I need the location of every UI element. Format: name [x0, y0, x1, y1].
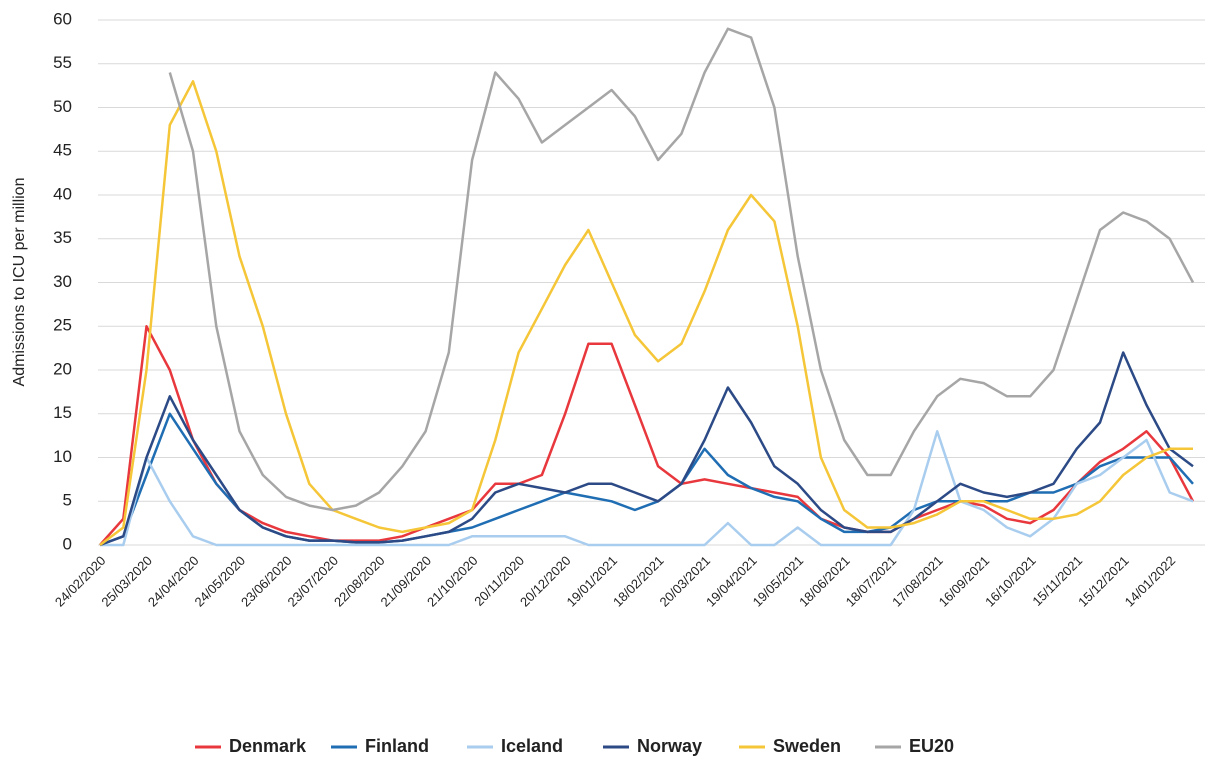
x-tick-label: 16/10/2021: [982, 553, 1039, 610]
y-tick-label: 15: [53, 403, 72, 422]
x-tick-label: 14/01/2022: [1122, 553, 1179, 610]
y-tick-label: 30: [53, 272, 72, 291]
y-tick-label: 20: [53, 359, 72, 378]
legend-label: Denmark: [229, 736, 307, 756]
series-line: [99, 351, 1194, 547]
series-line: [99, 80, 1193, 546]
y-tick-label: 5: [63, 491, 72, 510]
legend-label: Norway: [637, 736, 702, 756]
y-tick-label: 35: [53, 228, 72, 247]
legend-label: Sweden: [773, 736, 841, 756]
y-tick-label: 0: [63, 534, 72, 553]
legend-label: EU20: [909, 736, 954, 756]
y-tick-label: 40: [53, 184, 72, 203]
y-tick-label: 10: [53, 447, 72, 466]
y-tick-label: 25: [53, 316, 72, 335]
y-axis-label: Admissions to ICU per million: [11, 178, 28, 387]
legend-label: Finland: [365, 736, 429, 756]
series-line: [100, 430, 1194, 547]
y-tick-label: 45: [53, 141, 72, 160]
y-tick-label: 55: [53, 53, 72, 72]
y-tick-label: 50: [53, 97, 72, 116]
legend-label: Iceland: [501, 736, 563, 756]
series-line: [99, 325, 1195, 546]
series-line: [168, 27, 1195, 512]
x-tick-label: 21/10/2020: [424, 553, 481, 610]
y-tick-label: 60: [53, 9, 72, 28]
